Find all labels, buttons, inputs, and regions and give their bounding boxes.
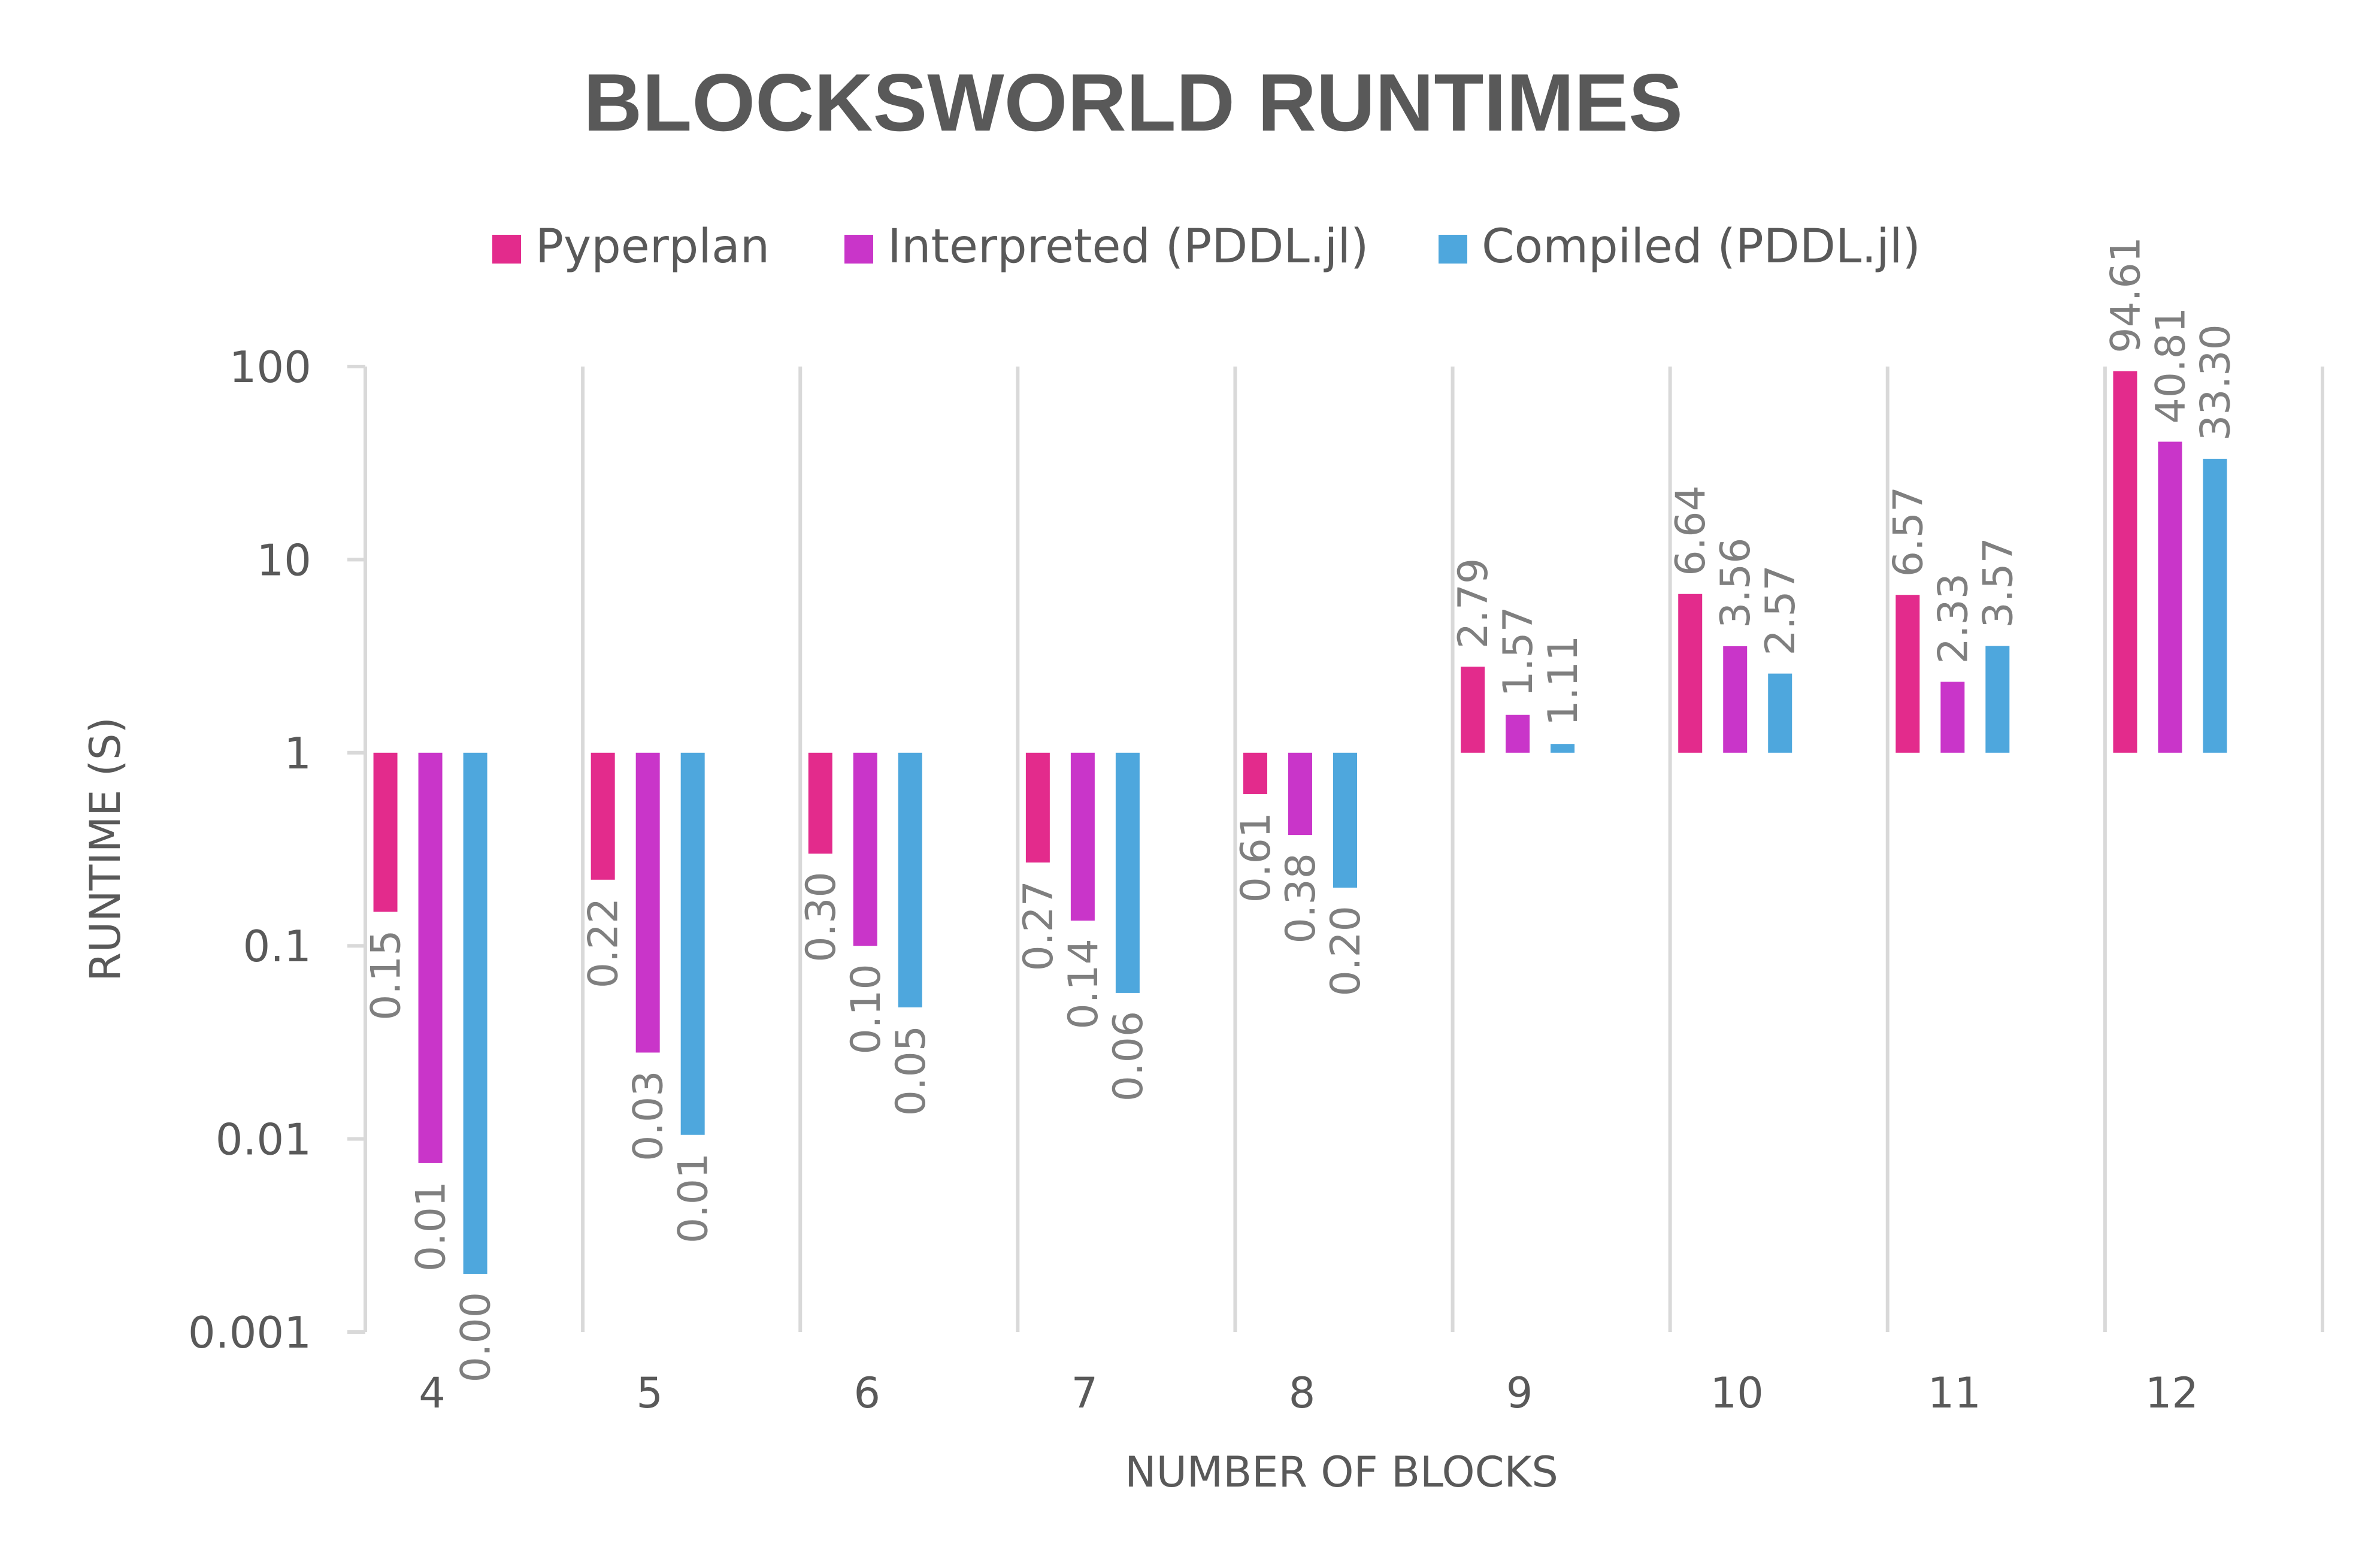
data-label: 0.15 bbox=[363, 930, 410, 1020]
y-axis: 0.001 0.01 0.1 1 10 100 bbox=[188, 342, 365, 1358]
data-labels: 0.150.010.000.220.030.010.300.100.050.27… bbox=[363, 237, 2240, 1382]
x-tick-label: 4 bbox=[419, 1369, 446, 1418]
legend-swatch bbox=[844, 235, 873, 264]
data-label: 94.61 bbox=[2102, 237, 2149, 353]
legend-label: Pyperplan bbox=[535, 220, 770, 274]
data-label: 0.05 bbox=[888, 1025, 935, 1116]
category-gridlines bbox=[364, 367, 2324, 1332]
data-label: 0.22 bbox=[580, 898, 628, 988]
x-tick-label: 5 bbox=[636, 1369, 663, 1418]
bar bbox=[1768, 673, 1792, 753]
bar bbox=[373, 752, 398, 912]
legend: Pyperplan Interpreted (PDDL.jl) Compiled (… bbox=[492, 220, 1921, 274]
x-tick-label: 10 bbox=[1710, 1369, 1764, 1418]
data-label: 1.11 bbox=[1540, 635, 1587, 726]
x-axis: 4 5 6 7 8 9 10 11 12 bbox=[419, 1369, 2199, 1418]
bar bbox=[591, 752, 615, 880]
data-label: 2.79 bbox=[1450, 558, 1497, 649]
bar bbox=[1506, 715, 1530, 753]
bar bbox=[418, 752, 443, 1163]
legend-label: Interpreted (PDDL.jl) bbox=[888, 220, 1368, 274]
x-tick-label: 6 bbox=[854, 1369, 881, 1418]
x-axis-title: NUMBER OF BLOCKS bbox=[1125, 1448, 1558, 1497]
data-label: 0.14 bbox=[1060, 939, 1107, 1029]
data-label: 6.57 bbox=[1885, 486, 1932, 577]
data-label: 1.57 bbox=[1495, 606, 1542, 697]
bar bbox=[1333, 752, 1357, 888]
data-label: 2.33 bbox=[1930, 573, 1977, 664]
bar bbox=[1115, 752, 1140, 993]
data-label: 0.61 bbox=[1233, 812, 1280, 903]
bar bbox=[1940, 682, 1965, 753]
y-tick-label: 0.1 bbox=[243, 921, 311, 971]
y-tick-label: 1 bbox=[284, 728, 311, 779]
bar bbox=[1288, 752, 1312, 836]
data-label: 0.01 bbox=[670, 1153, 717, 1243]
bar bbox=[1985, 646, 2010, 753]
x-tick-label: 11 bbox=[1928, 1369, 1981, 1418]
data-label: 0.06 bbox=[1105, 1011, 1152, 1101]
data-label: 33.30 bbox=[2192, 324, 2239, 441]
y-tick-label: 0.01 bbox=[216, 1115, 311, 1165]
y-axis-title: RUNTIME (S) bbox=[81, 717, 130, 982]
bar bbox=[635, 752, 660, 1053]
y-tick-label: 100 bbox=[229, 342, 311, 392]
x-tick-label: 12 bbox=[2145, 1369, 2199, 1418]
legend-swatch bbox=[492, 235, 521, 264]
y-tick-label: 10 bbox=[256, 535, 311, 585]
bar bbox=[808, 752, 832, 854]
bar bbox=[2113, 371, 2137, 753]
legend-label: Compiled (PDDL.jl) bbox=[1482, 220, 1921, 274]
data-label: 0.01 bbox=[408, 1181, 455, 1272]
bar bbox=[898, 752, 922, 1007]
bar bbox=[1025, 752, 1050, 863]
data-label: 0.27 bbox=[1015, 880, 1062, 971]
bar bbox=[1723, 646, 1748, 753]
data-label: 0.20 bbox=[1322, 906, 1370, 996]
bar bbox=[680, 752, 705, 1135]
x-tick-label: 8 bbox=[1289, 1369, 1316, 1418]
bar bbox=[2203, 458, 2227, 753]
x-tick-label: 9 bbox=[1506, 1369, 1533, 1418]
data-label: 40.81 bbox=[2147, 307, 2194, 424]
data-label: 3.57 bbox=[1975, 537, 2022, 628]
bar bbox=[1070, 752, 1095, 921]
legend-swatch bbox=[1439, 235, 1467, 264]
data-label: 0.03 bbox=[625, 1070, 673, 1161]
bar bbox=[1551, 744, 1575, 753]
data-label: 6.64 bbox=[1667, 485, 1715, 576]
data-label: 3.56 bbox=[1712, 538, 1760, 628]
data-label: 2.57 bbox=[1757, 565, 1804, 655]
y-tick-label: 0.001 bbox=[188, 1307, 311, 1358]
data-label: 0.38 bbox=[1277, 853, 1325, 943]
data-label: 0.30 bbox=[798, 871, 845, 962]
bar bbox=[463, 752, 487, 1274]
bars bbox=[373, 371, 2227, 1274]
data-label: 0.00 bbox=[453, 1292, 500, 1382]
bar bbox=[1678, 594, 1703, 753]
bar bbox=[2158, 441, 2182, 753]
x-tick-label: 7 bbox=[1071, 1369, 1098, 1418]
bar bbox=[853, 752, 877, 946]
bar bbox=[1461, 667, 1485, 753]
data-label: 0.10 bbox=[843, 964, 890, 1054]
bar bbox=[1895, 595, 1920, 753]
chart-title: BLOCKSWORLD RUNTIMES bbox=[583, 57, 1683, 148]
bar bbox=[1243, 752, 1267, 795]
